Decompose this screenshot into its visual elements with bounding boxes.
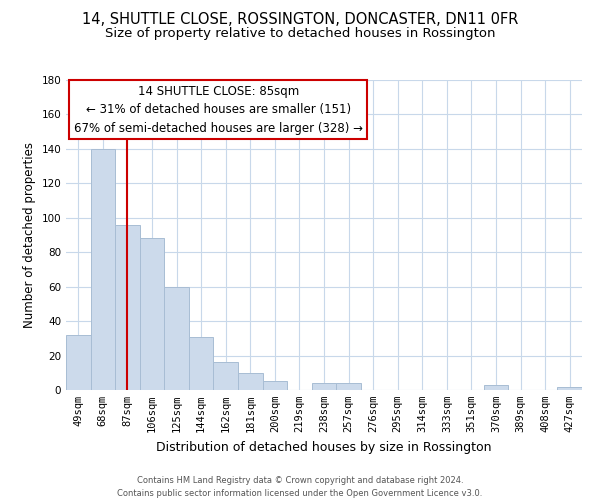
Text: 14 SHUTTLE CLOSE: 85sqm
← 31% of detached houses are smaller (151)
67% of semi-d: 14 SHUTTLE CLOSE: 85sqm ← 31% of detache… xyxy=(74,84,363,134)
Bar xyxy=(336,383,361,390)
Y-axis label: Number of detached properties: Number of detached properties xyxy=(23,142,36,328)
Bar xyxy=(115,224,140,390)
Bar xyxy=(91,149,115,390)
Bar xyxy=(189,336,214,390)
X-axis label: Distribution of detached houses by size in Rossington: Distribution of detached houses by size … xyxy=(156,440,492,454)
Text: Size of property relative to detached houses in Rossington: Size of property relative to detached ho… xyxy=(105,28,495,40)
Bar xyxy=(66,335,91,390)
Text: Contains HM Land Registry data © Crown copyright and database right 2024.
Contai: Contains HM Land Registry data © Crown c… xyxy=(118,476,482,498)
Bar xyxy=(140,238,164,390)
Text: 14, SHUTTLE CLOSE, ROSSINGTON, DONCASTER, DN11 0FR: 14, SHUTTLE CLOSE, ROSSINGTON, DONCASTER… xyxy=(82,12,518,28)
Bar xyxy=(312,383,336,390)
Bar xyxy=(164,286,189,390)
Bar xyxy=(484,385,508,390)
Bar xyxy=(263,382,287,390)
Bar xyxy=(238,373,263,390)
Bar xyxy=(214,362,238,390)
Bar xyxy=(557,386,582,390)
